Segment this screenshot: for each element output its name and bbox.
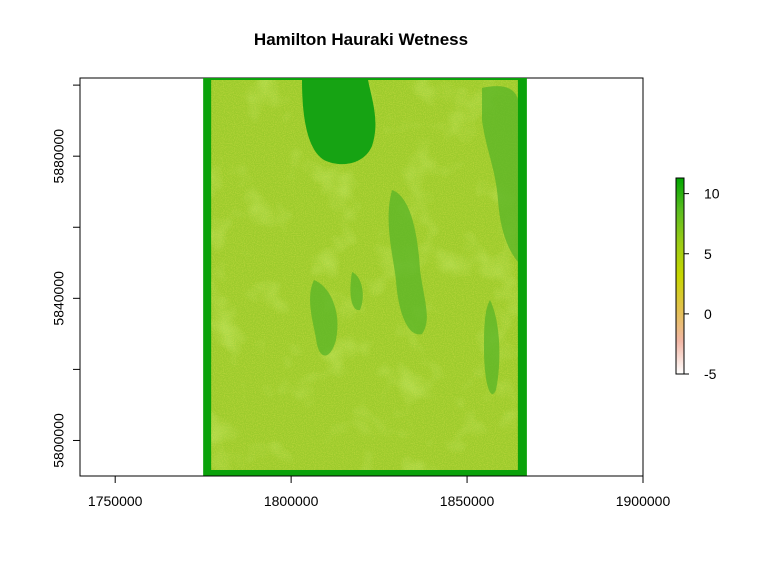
x-tick-label: 1800000 xyxy=(264,493,319,509)
x-tick-label: 1850000 xyxy=(440,493,495,509)
wet-zone xyxy=(484,300,500,395)
legend-tick-label: -5 xyxy=(704,366,717,382)
wet-zone xyxy=(482,86,518,262)
wet-zone xyxy=(350,272,363,311)
color-legend: 10 5 0 -5 xyxy=(675,177,720,382)
x-axis: 1750000 1800000 1850000 1900000 xyxy=(88,475,671,509)
y-tick-label: 5800000 xyxy=(51,413,67,468)
legend-tick-label: 10 xyxy=(704,186,720,202)
y-axis: 5800000 5840000 5880000 xyxy=(51,84,81,468)
legend-tick-label: 0 xyxy=(704,306,712,322)
legend-tick-label: 5 xyxy=(704,246,712,262)
wet-zone xyxy=(302,80,376,165)
map-title: Hamilton Hauraki Wetness xyxy=(253,30,469,49)
wet-zone xyxy=(388,190,427,335)
y-tick-label: 5880000 xyxy=(51,129,67,184)
wet-zone xyxy=(310,280,338,356)
x-tick-label: 1900000 xyxy=(616,493,671,509)
wetness-raster xyxy=(203,78,527,476)
x-tick-label: 1750000 xyxy=(88,493,143,509)
y-tick-label: 5840000 xyxy=(51,271,67,326)
legend-colorbar xyxy=(675,177,685,375)
